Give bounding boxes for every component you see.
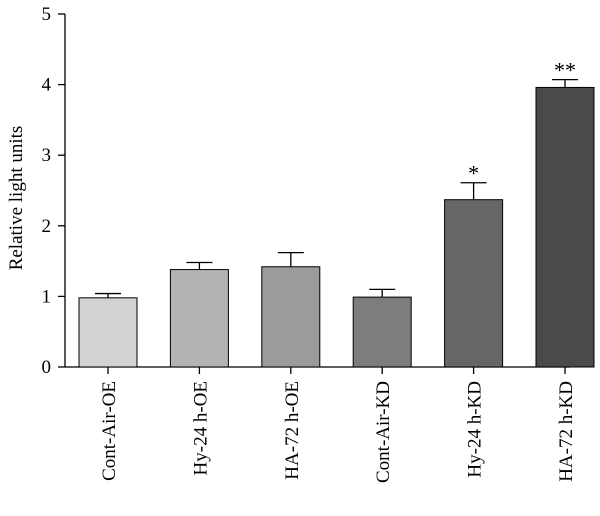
x-tick-label: Hy-24 h-KD (465, 381, 486, 478)
bars: *** (78, 58, 595, 368)
x-axis: Cont-Air-OE Hy-24 h-OE HA-72 h-OE Cont-Air-… (65, 366, 577, 483)
x-tick-label: Cont-Air-KD (373, 381, 394, 483)
significance-label: ** (554, 58, 576, 83)
bar (169, 269, 229, 368)
y-axis-label: Relative light units (6, 126, 27, 271)
y-tick-label: 3 (42, 145, 52, 166)
x-tick-label: HA-72 h-KD (556, 381, 577, 482)
bar (444, 199, 504, 368)
x-tick-label: Hy-24 h-OE (190, 381, 211, 475)
x-tick-label: HA-72 h-OE (282, 381, 303, 480)
y-tick-label: 0 (42, 357, 52, 378)
bar (535, 86, 595, 368)
significance-label: * (468, 161, 479, 186)
y-tick-label: 1 (42, 286, 52, 307)
y-axis: 0 1 2 3 4 5 (42, 4, 66, 378)
y-tick-label: 2 (42, 216, 52, 237)
y-tick-label: 4 (42, 75, 52, 96)
bar (352, 296, 412, 368)
y-tick-label: 5 (42, 4, 52, 25)
x-tick-label: Cont-Air-OE (99, 381, 120, 481)
bar (78, 297, 138, 368)
bar (261, 266, 321, 368)
